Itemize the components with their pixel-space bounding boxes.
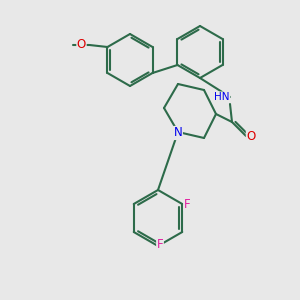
Text: HN: HN	[214, 92, 230, 102]
Text: O: O	[246, 130, 256, 143]
Text: N: N	[174, 127, 182, 140]
Text: F: F	[157, 238, 163, 251]
Text: F: F	[184, 197, 190, 211]
Text: O: O	[77, 38, 86, 52]
